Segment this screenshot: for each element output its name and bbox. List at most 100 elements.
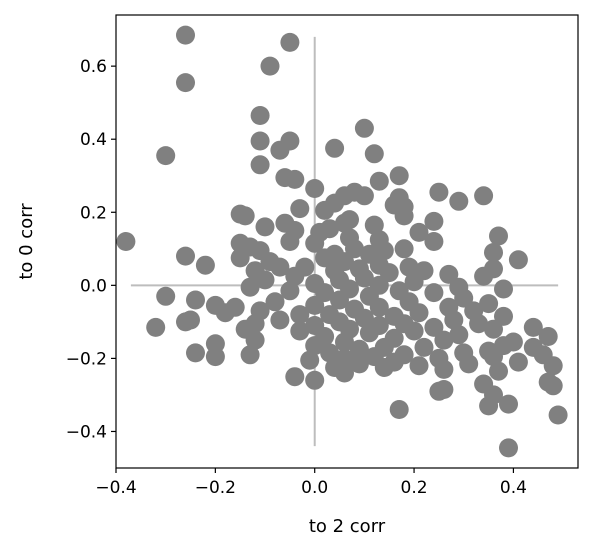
scatter-point <box>374 358 394 377</box>
scatter-point <box>538 327 558 346</box>
scatter-point <box>156 286 176 306</box>
scatter-point <box>285 367 305 387</box>
scatter-point <box>250 106 270 125</box>
scatter-point <box>205 347 225 367</box>
scatter-point <box>255 270 275 290</box>
scatter-point <box>315 248 335 268</box>
scatter-point <box>116 232 136 251</box>
scatter-point <box>354 268 374 288</box>
scatter-point <box>270 310 290 330</box>
scatter-point <box>474 266 494 286</box>
scatter-point <box>409 222 429 242</box>
scatter-point <box>265 292 285 312</box>
scatter-point <box>369 297 389 317</box>
scatter-point <box>404 321 424 341</box>
y-tick-label: 0.4 <box>80 130 107 150</box>
scatter-point <box>305 336 325 356</box>
scatter-point <box>280 32 300 52</box>
scatter-point <box>315 200 335 220</box>
scatter-point <box>394 239 414 259</box>
scatter-point <box>290 305 310 325</box>
y-tick-label: 0.2 <box>80 203 107 223</box>
x-axis: −0.4 −0.2 0.0 0.2 0.4 <box>95 468 527 498</box>
x-tick-label: 0.2 <box>401 478 428 498</box>
scatter-point <box>270 140 290 160</box>
scatter-point <box>215 303 235 323</box>
x-axis-label: to 2 corr <box>309 516 386 537</box>
scatter-point <box>434 330 454 350</box>
scatter-point <box>354 308 374 328</box>
scatter-point <box>186 343 205 363</box>
scatter-point <box>315 283 335 303</box>
scatter-point <box>235 206 255 226</box>
y-axis: −0.4 −0.2 0.0 0.2 0.4 0.6 <box>66 57 116 442</box>
scatter-point <box>494 279 513 299</box>
x-tick-label: 0.4 <box>500 478 527 498</box>
scatter-point <box>434 359 454 379</box>
scatter-point <box>394 206 414 226</box>
scatter-point <box>354 118 374 138</box>
scatter-point <box>479 294 499 314</box>
x-tick-label: 0.0 <box>301 478 328 498</box>
scatter-point <box>186 290 205 310</box>
scatter-point <box>424 283 444 303</box>
scatter-point <box>305 233 325 253</box>
plot-frame <box>115 14 579 469</box>
scatter-point <box>399 257 419 277</box>
scatter-point <box>449 191 469 211</box>
scatter-point <box>330 290 349 310</box>
scatter-point <box>429 381 449 401</box>
scatter-point <box>454 288 474 308</box>
scatter-point <box>255 217 275 237</box>
scatter-point <box>250 131 270 151</box>
scatter-point <box>374 241 394 261</box>
scatter-point <box>156 146 176 166</box>
y-axis-label: to 0 corr <box>16 203 37 280</box>
y-tick-label: −0.4 <box>66 422 107 442</box>
scatter-point <box>484 319 503 339</box>
scatter-point <box>494 306 513 326</box>
y-tick-label: 0.0 <box>80 276 107 296</box>
scatter-point <box>300 350 320 370</box>
scatter-point <box>359 323 379 343</box>
scatter-point <box>290 321 310 341</box>
scatter-point <box>305 295 325 315</box>
scatter-point <box>409 303 429 323</box>
points-layer <box>116 25 568 458</box>
scatter-point <box>240 277 260 297</box>
scatter-point <box>349 339 369 359</box>
scatter-point <box>389 166 409 186</box>
scatter-point <box>484 243 503 262</box>
scatter-point <box>424 317 444 337</box>
scatter-point <box>469 314 489 334</box>
scatter-point <box>543 376 563 396</box>
scatter-point <box>349 354 369 374</box>
scatter-point <box>354 186 374 206</box>
scatter-point <box>345 239 364 259</box>
scatter-point <box>325 138 345 158</box>
scatter-point <box>364 215 384 235</box>
scatter-point <box>409 356 429 376</box>
scatter-point <box>285 266 305 286</box>
scatter-point <box>176 25 195 45</box>
scatter-point <box>270 257 290 277</box>
scatter-point <box>335 363 354 383</box>
scatter-point <box>335 213 354 233</box>
scatter-point <box>508 352 528 372</box>
scatter-point <box>335 332 354 352</box>
scatter-point <box>489 361 508 381</box>
scatter-point <box>499 394 518 414</box>
scatter-point <box>240 345 260 365</box>
scatter-point <box>176 246 195 266</box>
scatter-point <box>176 73 195 93</box>
scatter-point <box>444 310 464 330</box>
scatter-point <box>489 226 508 246</box>
scatter-point <box>245 330 265 350</box>
scatter-point <box>260 56 280 76</box>
scatter-point <box>424 232 444 251</box>
y-tick-label: 0.6 <box>80 57 107 77</box>
scatter-point <box>449 325 469 345</box>
scatter-point <box>285 169 305 189</box>
scatter-point <box>479 396 499 416</box>
scatter-point <box>230 248 250 268</box>
